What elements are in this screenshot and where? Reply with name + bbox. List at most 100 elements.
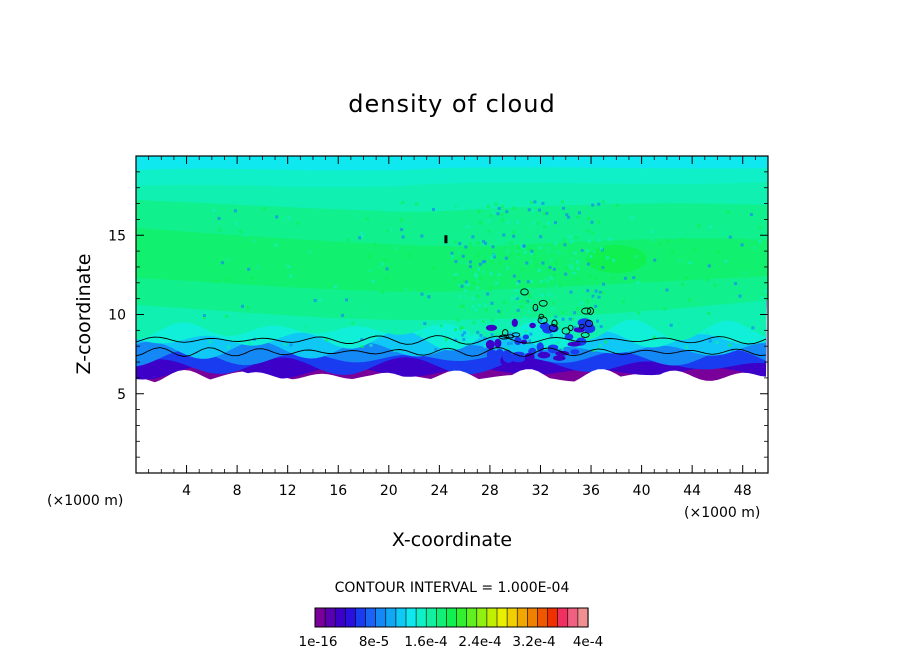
speckle [476, 294, 480, 298]
speckle [469, 332, 473, 336]
speckle [360, 345, 364, 348]
speckle [576, 307, 580, 311]
speckle [358, 236, 362, 240]
speckle [599, 293, 602, 297]
speckle [751, 326, 755, 330]
speckle [554, 313, 558, 317]
speckle [459, 328, 463, 332]
speckle [556, 234, 560, 237]
speckle [563, 243, 567, 247]
speckle [354, 312, 358, 316]
speckle [464, 280, 468, 284]
speckle [509, 341, 513, 345]
speckle [427, 295, 431, 299]
colorbar-swatch [436, 607, 448, 628]
speckle [554, 250, 558, 254]
speckle [514, 295, 518, 299]
speckle [462, 279, 466, 283]
speckle [412, 289, 416, 293]
speckle [541, 293, 544, 297]
speckle [208, 340, 212, 344]
convective-blob [511, 318, 518, 327]
speckle [474, 274, 478, 278]
cloud-speckle-texture [202, 200, 768, 365]
speckle [752, 246, 756, 250]
density-core-inner [136, 228, 768, 292]
speckle [597, 239, 601, 243]
speckle [573, 311, 577, 315]
x-tick-label: 16 [329, 483, 347, 499]
speckle [547, 293, 551, 297]
contour-loop [548, 324, 558, 332]
speckle [227, 345, 230, 349]
speckle [260, 330, 264, 333]
speckle [361, 234, 364, 238]
speckle [609, 238, 613, 241]
speckle [217, 216, 221, 220]
speckle [246, 305, 250, 309]
speckle [597, 202, 601, 206]
speckle [692, 248, 696, 252]
speckle [497, 309, 501, 313]
speckle [533, 200, 537, 204]
speckle [477, 268, 481, 272]
convective-blob [522, 334, 530, 340]
speckle [568, 340, 572, 344]
speckle [477, 303, 481, 307]
y-tick-label: 10 [108, 308, 126, 324]
speckle [483, 349, 487, 353]
speckle [538, 223, 542, 227]
speckle [379, 206, 383, 210]
speckle [596, 319, 599, 323]
speckle [558, 251, 561, 255]
contour-marker [444, 235, 448, 244]
speckle [527, 292, 530, 296]
speckle [592, 250, 596, 254]
speckle [569, 290, 573, 294]
speckle [552, 309, 555, 313]
speckle [591, 261, 595, 265]
speckle [482, 270, 486, 274]
speckle [715, 341, 719, 344]
speckle [408, 254, 411, 258]
speckle [458, 281, 462, 285]
speckle [552, 267, 556, 271]
colorbar-label: 4e-4 [573, 634, 603, 650]
speckle [289, 274, 293, 278]
speckle [738, 294, 742, 298]
speckle [492, 255, 496, 259]
speckle [611, 276, 615, 280]
speckle [659, 242, 663, 246]
speckle [758, 239, 762, 243]
speckle [491, 245, 495, 249]
speckle [475, 286, 479, 290]
speckle [573, 251, 577, 255]
speckle [497, 331, 501, 335]
speckle [574, 235, 578, 239]
speckle [478, 277, 482, 281]
speckle [366, 217, 369, 221]
speckle [742, 232, 745, 236]
speckle [471, 235, 475, 239]
speckle [355, 214, 359, 218]
speckle [532, 221, 536, 225]
speckle [393, 349, 397, 353]
speckle [552, 210, 556, 214]
speckle [472, 205, 476, 209]
speckle [472, 321, 476, 325]
speckle [596, 232, 600, 236]
colorbar-label: 2.4e-4 [458, 634, 501, 650]
speckle [242, 347, 246, 351]
speckle [516, 220, 520, 224]
speckle [713, 283, 717, 287]
speckle [637, 311, 641, 315]
speckle [709, 225, 713, 229]
clear-air-region [136, 369, 768, 473]
contour-line [135, 347, 767, 357]
speckle [538, 293, 542, 297]
speckle [705, 330, 709, 334]
speckle [554, 314, 558, 318]
speckle [464, 282, 468, 286]
speckle [506, 249, 510, 253]
speckle [234, 222, 238, 226]
